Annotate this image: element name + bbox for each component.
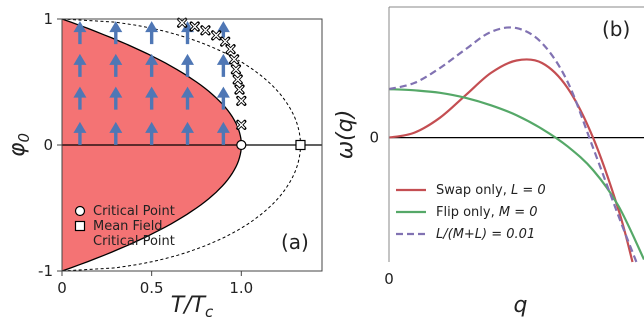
cross-marker — [229, 54, 240, 65]
mean-field-critical-point-marker — [295, 139, 306, 151]
legend-label: Critical Point — [93, 234, 175, 249]
arrow-mark — [73, 86, 87, 110]
panel-a: 0 0.5 1.0-101 T/Tc φ0 (a) Critical PointMe… — [5, 10, 323, 321]
y-tick-label: -1 — [38, 262, 53, 280]
cross-marker — [236, 119, 247, 130]
arrow-mark — [216, 121, 230, 145]
cross-marker — [220, 36, 231, 47]
cross-marker — [236, 95, 247, 106]
legend-label: L/(M+L) = 0.01 — [436, 227, 535, 242]
x-tick-label: 1.0 — [229, 279, 253, 297]
cross-marker — [232, 74, 243, 85]
arrow-mark — [181, 86, 195, 110]
cross-marker — [200, 25, 211, 36]
series-line — [388, 88, 644, 260]
legend-label: Mean Field — [93, 219, 163, 234]
panel-a-label: (a) — [281, 230, 309, 254]
cross-marker — [230, 64, 242, 75]
y-axis-title: φ0 — [5, 133, 33, 157]
y-axis-title-main: φ — [5, 142, 30, 157]
series-line — [388, 26, 638, 263]
cross-marker — [211, 30, 222, 41]
arrow-mark — [109, 21, 123, 45]
legend-label: Critical Point — [93, 204, 175, 219]
legend-label: Swap only, L = 0 — [436, 183, 546, 198]
x-axis-title-subscript: c — [205, 303, 214, 321]
panel-b-legend: Swap only, L = 0 Flip only, M = 0 L/(M+L) … — [396, 183, 546, 242]
arrow-mark — [216, 86, 230, 110]
legend-marker-square — [74, 220, 86, 232]
x-tick-label-b: 0 — [384, 270, 394, 288]
crosses-layer — [177, 17, 247, 130]
y-axis-title-subscript: 0 — [15, 133, 33, 143]
panel-b: 0 0 q ω(q) (b) Swap only, L = 0 Flip only… — [333, 6, 644, 318]
y-axis-title-b: ω(q) — [333, 110, 358, 160]
x-axis-title-b: q — [514, 293, 528, 318]
x-axis-title: T/Tc — [171, 293, 214, 321]
x-tick-label: 0.5 — [140, 279, 164, 297]
arrow-mark — [73, 121, 87, 145]
legend-label: Flip only, M = 0 — [436, 205, 538, 220]
legend-marker-circle — [74, 205, 86, 217]
arrow-mark — [181, 121, 195, 145]
x-axis-title-main: T/T — [171, 293, 207, 318]
y-tick-label: 0 — [43, 136, 53, 154]
series-line — [388, 58, 634, 263]
arrow-mark — [216, 53, 230, 77]
arrow-mark — [109, 53, 123, 77]
cross-marker — [177, 17, 188, 28]
arrows-layer — [73, 21, 230, 145]
panel-a-ticks: 0 0.5 1.0-101 — [38, 10, 253, 297]
arrow-mark — [145, 21, 159, 45]
panel-b-label: (b) — [602, 17, 630, 41]
y-tick-label: 1 — [43, 10, 53, 28]
arrow-mark — [145, 121, 159, 145]
cross-marker — [189, 21, 200, 32]
arrow-mark — [145, 53, 159, 77]
x-tick-label: 0 — [57, 279, 67, 297]
arrow-mark — [109, 121, 123, 145]
arrow-mark — [145, 86, 159, 110]
arrow-mark — [73, 21, 87, 45]
cross-marker — [234, 84, 245, 95]
arrow-mark — [73, 53, 87, 77]
arrow-mark — [181, 53, 195, 77]
cross-marker — [225, 44, 236, 55]
y-tick-label-b: 0 — [369, 129, 379, 147]
series-layer — [388, 26, 644, 263]
critical-point-marker — [236, 139, 247, 151]
arrow-mark — [109, 86, 123, 110]
